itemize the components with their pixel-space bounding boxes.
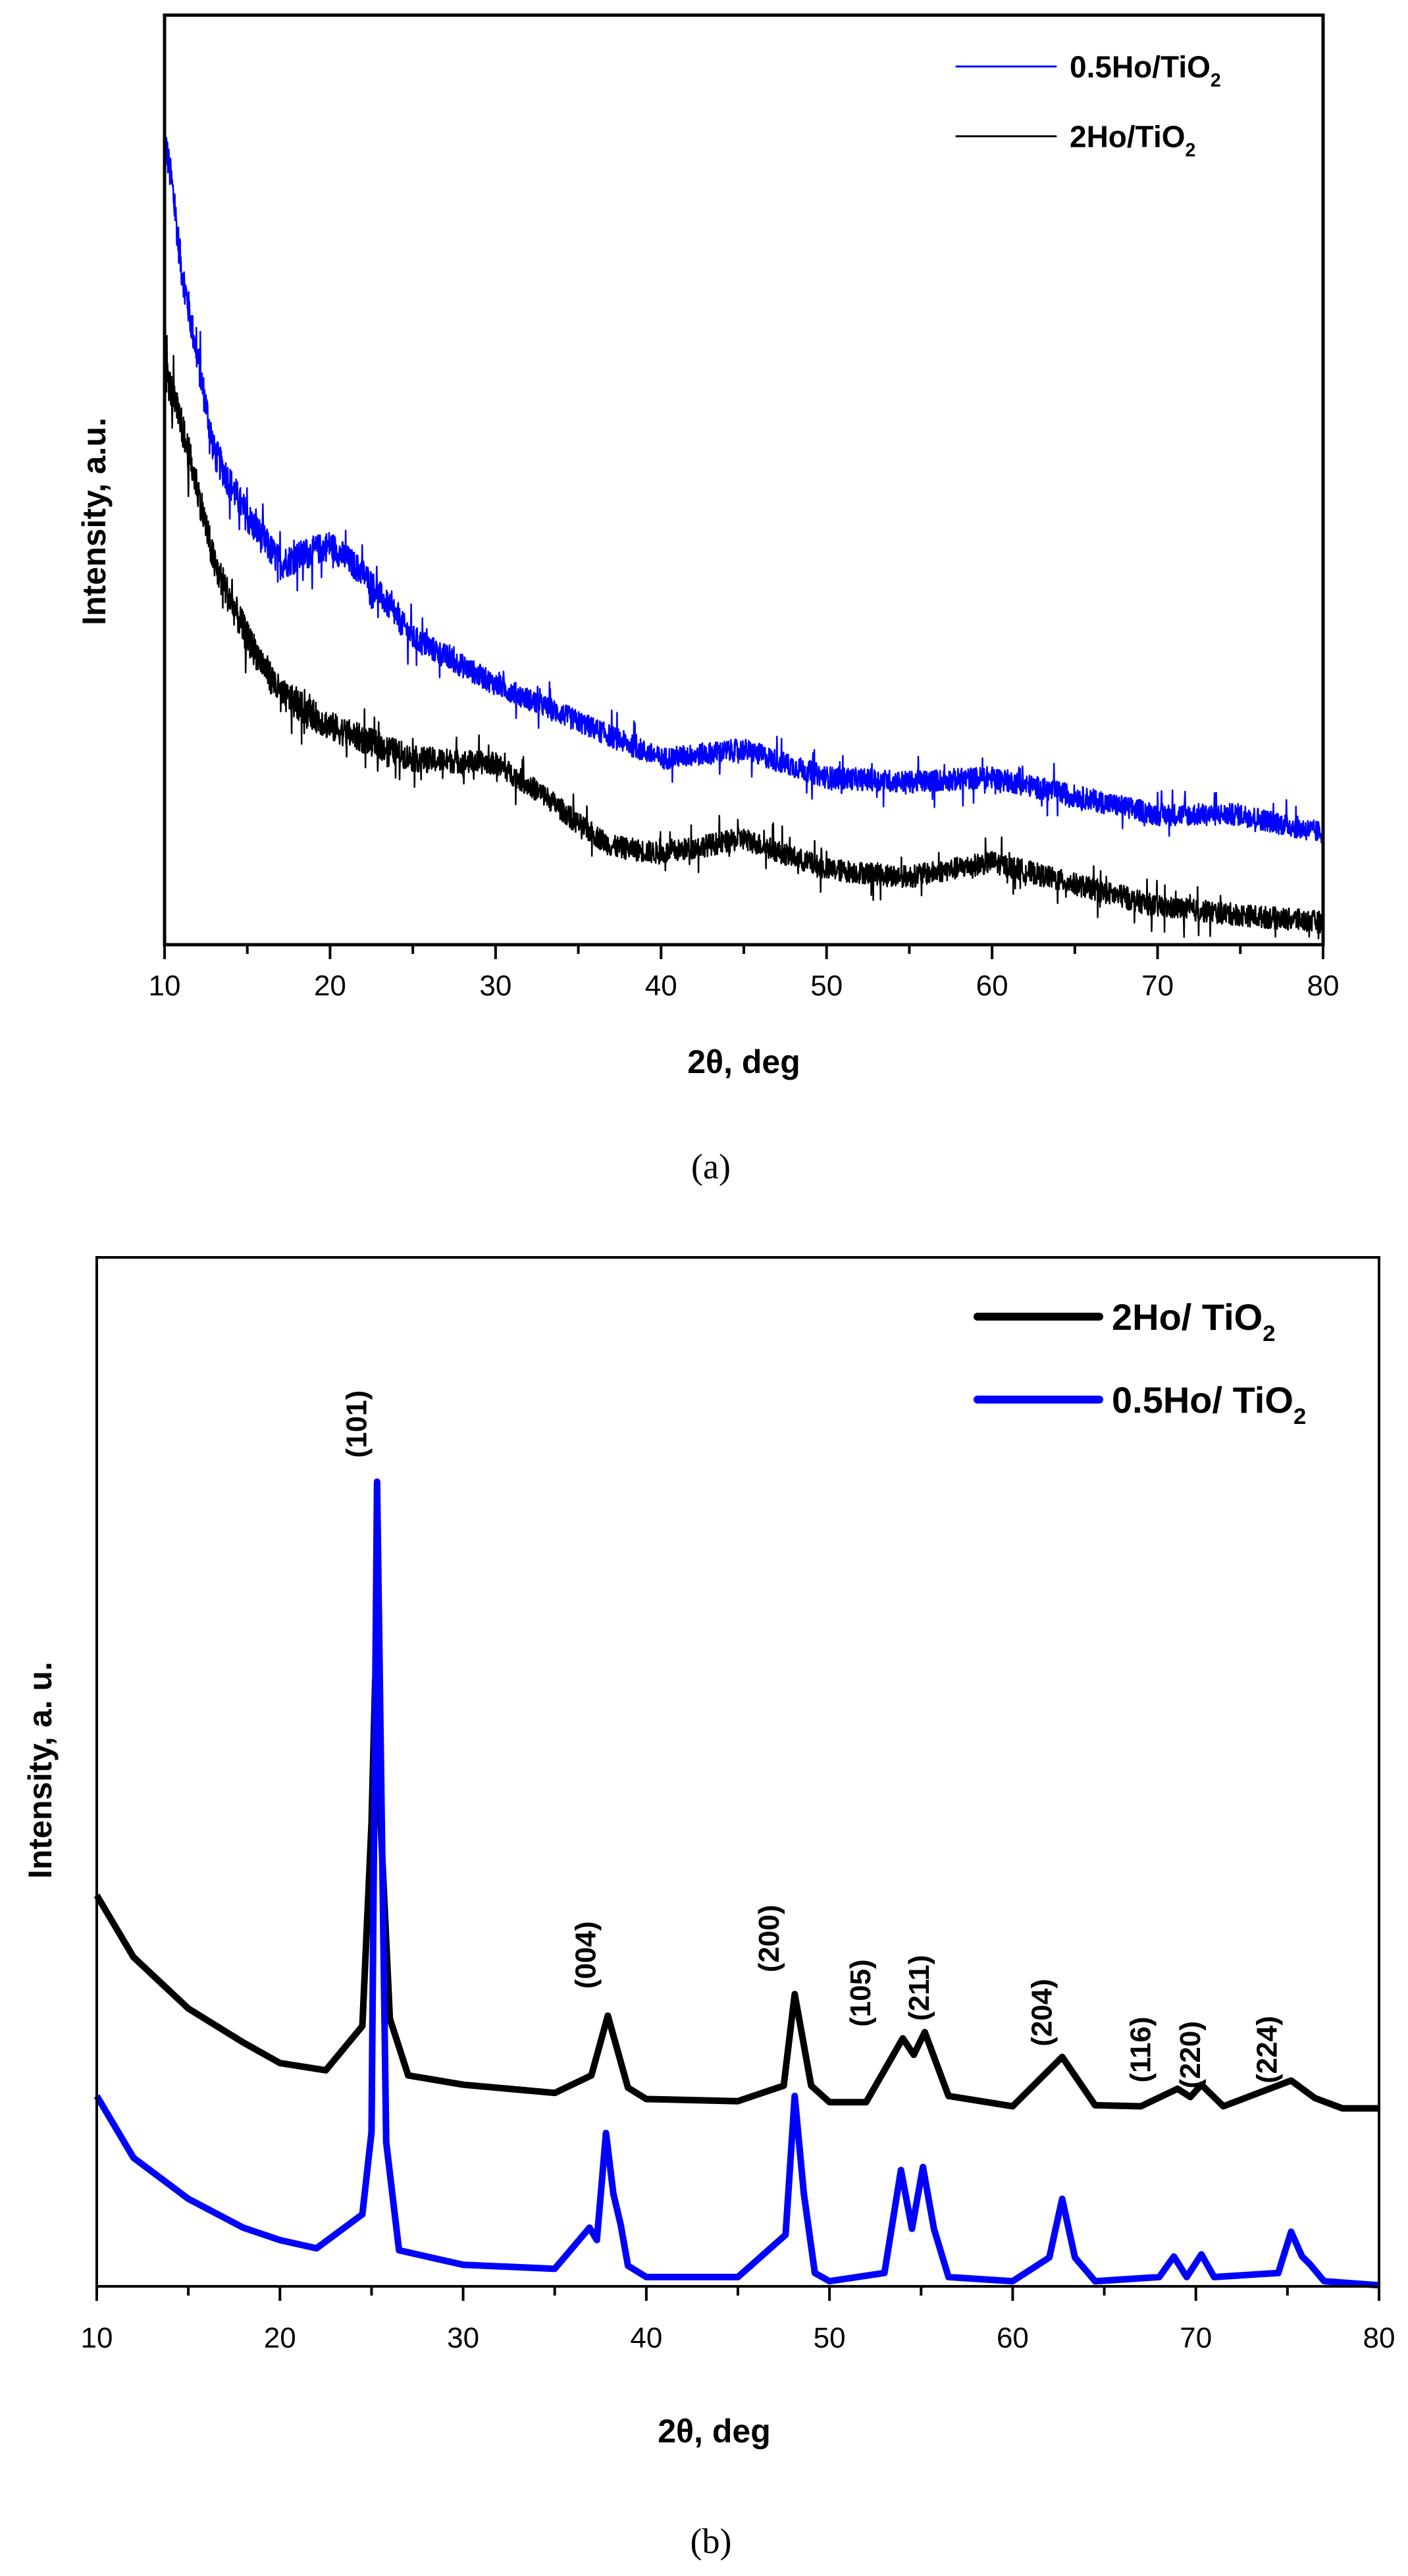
- x-tick-label: 10: [149, 970, 181, 1002]
- x-tick-label: 40: [645, 970, 677, 1002]
- x-tick-label: 20: [264, 2322, 296, 2354]
- legend-label: 0.5Ho/TiO2: [1070, 50, 1221, 92]
- peak-label: (004): [570, 1921, 602, 1989]
- legend-subscript: 2: [1211, 70, 1221, 91]
- peak-label: (204): [1026, 1979, 1058, 2047]
- chart-panel-a: Intensity, a.u. 2θ, deg (a) 10 20 30 40 50 60…: [76, 13, 1340, 1186]
- peak-label: (105): [845, 1959, 877, 2027]
- peak-label: (116): [1125, 2016, 1157, 2082]
- x-tick-label: 60: [976, 970, 1008, 1002]
- legend-subscript: 2: [1186, 140, 1196, 161]
- x-tick-label: 80: [1307, 970, 1340, 1002]
- legend-label: 2Ho/ TiO2: [1112, 1296, 1276, 1346]
- peak-label: (211): [903, 1955, 935, 2021]
- peak-label: (220): [1174, 2021, 1207, 2089]
- y-axis-title-a: Intensity, a.u.: [76, 417, 113, 625]
- x-tick-label: 80: [1363, 2322, 1395, 2354]
- x-axis-title-b: 2θ, deg: [658, 2413, 771, 2450]
- panel-label-b: (b): [691, 2521, 732, 2561]
- peak-label: (101): [341, 1390, 373, 1458]
- peak-label: (224): [1251, 2016, 1284, 2084]
- chart-panel-b: Intensity, a. u. 2θ, deg (b) (101) (004) (…: [22, 1256, 1395, 2561]
- x-tick-label: 50: [814, 2322, 846, 2354]
- x-tick-label: 30: [479, 970, 511, 1002]
- series-line-1: [163, 334, 1324, 939]
- x-tick-label: 50: [810, 970, 843, 1002]
- x-tick-label: 70: [1141, 970, 1174, 1002]
- panel-label-a: (a): [691, 1147, 731, 1186]
- x-tick-label: 70: [1180, 2322, 1212, 2354]
- legend-label: 0.5Ho/ TiO2: [1112, 1379, 1306, 1429]
- legend-subscript: 2: [1263, 1321, 1275, 1346]
- x-tick-label: 60: [997, 2322, 1029, 2354]
- x-tick-label: 20: [314, 970, 346, 1002]
- legend-subscript: 2: [1293, 1404, 1306, 1429]
- x-tick-label: 10: [81, 2322, 113, 2354]
- peak-label: (200): [753, 1905, 785, 1972]
- x-axis-title-a: 2θ, deg: [687, 1043, 800, 1080]
- y-axis-title-b: Intensity, a. u.: [22, 1662, 59, 1879]
- x-tick-label: 40: [630, 2322, 662, 2354]
- x-tick-label: 30: [447, 2322, 479, 2354]
- series-line-1: [93, 1478, 1380, 2289]
- series-line-0: [163, 130, 1324, 844]
- legend-label: 2Ho/TiO2: [1070, 120, 1195, 161]
- series-line-0: [93, 1675, 1379, 2112]
